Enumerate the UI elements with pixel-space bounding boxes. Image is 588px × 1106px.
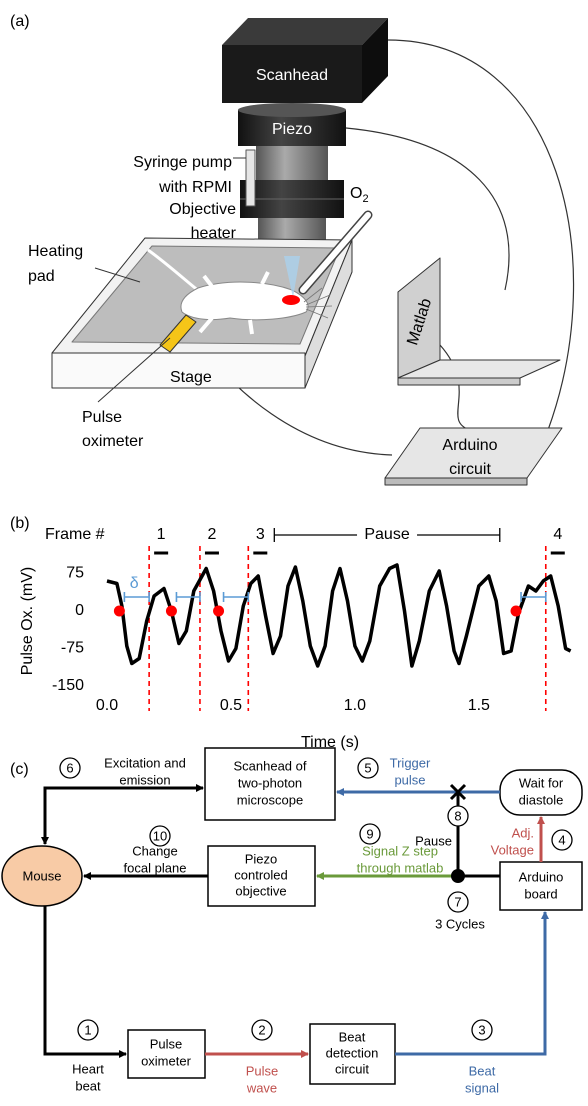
panel-label: (b): [10, 515, 30, 532]
label: Heating: [28, 243, 83, 260]
step-number: 10: [153, 828, 167, 843]
y-tick-label: 0: [75, 602, 84, 619]
frame-label: 4: [553, 526, 562, 543]
x-tick-label: 1.5: [468, 697, 490, 714]
label: with RPMI: [158, 179, 232, 196]
step-label: pulse: [394, 772, 425, 787]
label: O2: [350, 185, 369, 205]
x-tick-label: 0.0: [96, 697, 118, 714]
step-number: 9: [366, 826, 373, 841]
step-label: wave: [246, 1080, 277, 1095]
label: heater: [191, 225, 237, 242]
node-label: Wait for: [519, 775, 564, 790]
x-tick-label: 1.0: [344, 697, 366, 714]
label: Syringe pump: [133, 154, 232, 171]
objective-body: [256, 146, 328, 180]
diastole-point: [511, 606, 522, 617]
x-tick-label: 0.5: [220, 697, 242, 714]
syringe-tube: [246, 150, 255, 206]
step-label: Adj.: [512, 825, 534, 840]
y-axis-title: Pulse Ox. (mV): [19, 567, 36, 675]
node-label: Scanhead of: [233, 758, 306, 773]
frame-label: 2: [208, 526, 217, 543]
node-label: Arduino: [519, 869, 564, 884]
step-number: 8: [454, 808, 461, 823]
step-label: Excitation and: [104, 755, 186, 770]
arduino-edge: [385, 478, 527, 485]
node-label: Beat: [339, 1029, 366, 1044]
step-label: Pulse: [246, 1063, 279, 1078]
piezo-top: [238, 103, 346, 117]
step-label: Trigger: [390, 755, 431, 770]
diastole-point: [166, 606, 177, 617]
step-label: signal: [465, 1080, 499, 1095]
frame-label: 3: [256, 526, 265, 543]
step-number: 5: [364, 760, 371, 775]
node-label: Piezo: [245, 851, 278, 866]
node-label: Mouse: [22, 868, 61, 883]
step-number: 6: [66, 760, 73, 775]
junction: [451, 869, 465, 883]
node-label: circuit: [335, 1061, 369, 1076]
diastole-point: [114, 606, 125, 617]
frame-header: Frame #: [45, 526, 105, 543]
node-label: Pulse: [150, 1036, 183, 1051]
node-label: objective: [235, 883, 286, 898]
step-label: Change: [132, 843, 178, 858]
step-label: Voltage: [491, 842, 534, 857]
label: pad: [28, 268, 55, 285]
figure: (a) Scanhead Piezo Syringe pump with RPMI Obj…: [0, 0, 588, 1106]
label: Arduino: [442, 437, 497, 454]
step-number: 1: [84, 1022, 91, 1037]
node-label: two-photon: [238, 775, 302, 790]
step-label: 3 Cycles: [435, 916, 485, 931]
label: oximeter: [82, 433, 144, 450]
step-label: beat: [75, 1078, 101, 1093]
step-label: focal plane: [124, 860, 187, 875]
pulse-line: [107, 565, 571, 666]
y-tick-label: 75: [66, 565, 84, 582]
wire: [346, 128, 509, 290]
diastole-point: [213, 606, 224, 617]
label: circuit: [449, 461, 491, 478]
step-label: through matlab: [357, 860, 444, 875]
label-subscript: 2: [362, 193, 368, 205]
label: Pulse: [82, 409, 122, 426]
imaging-site: [282, 295, 300, 305]
wire: [440, 345, 470, 430]
panel-label: (a): [10, 13, 30, 30]
objective-lower: [258, 218, 326, 240]
label: Objective: [169, 201, 236, 218]
matlab-base-edge: [398, 378, 520, 385]
y-tick-label: -75: [61, 640, 84, 657]
panel-label: (c): [10, 761, 29, 778]
label: Piezo: [272, 121, 312, 138]
step-number: 3: [478, 1022, 485, 1037]
step-label: Beat: [469, 1063, 496, 1078]
node-label: diastole: [519, 792, 564, 807]
step-label: Signal Z step: [362, 843, 438, 858]
delta-label: δ: [130, 575, 139, 592]
node-label: controled: [234, 867, 287, 882]
pause-label: Pause: [364, 526, 409, 543]
node-label: detection: [326, 1045, 379, 1060]
step-label: Heart: [72, 1061, 104, 1076]
page: (a) Scanhead Piezo Syringe pump with RPMI Obj…: [0, 0, 588, 1106]
y-tick-label: -150: [52, 677, 84, 694]
step-number: 2: [258, 1022, 265, 1037]
step-number: 4: [558, 832, 565, 847]
step-number: 7: [454, 894, 461, 909]
label: Stage: [170, 369, 212, 386]
arrow: [395, 912, 545, 1054]
node-label: microscope: [237, 792, 303, 807]
frame-label: 1: [157, 526, 166, 543]
node-label: oximeter: [141, 1053, 192, 1068]
arrow: [45, 788, 203, 844]
panel-a-art: [52, 18, 574, 485]
label: Scanhead: [256, 67, 328, 84]
step-label: emission: [119, 772, 170, 787]
x-axis-title: Time (s): [301, 734, 359, 751]
scanhead-top: [222, 18, 388, 45]
node-label: board: [524, 886, 557, 901]
